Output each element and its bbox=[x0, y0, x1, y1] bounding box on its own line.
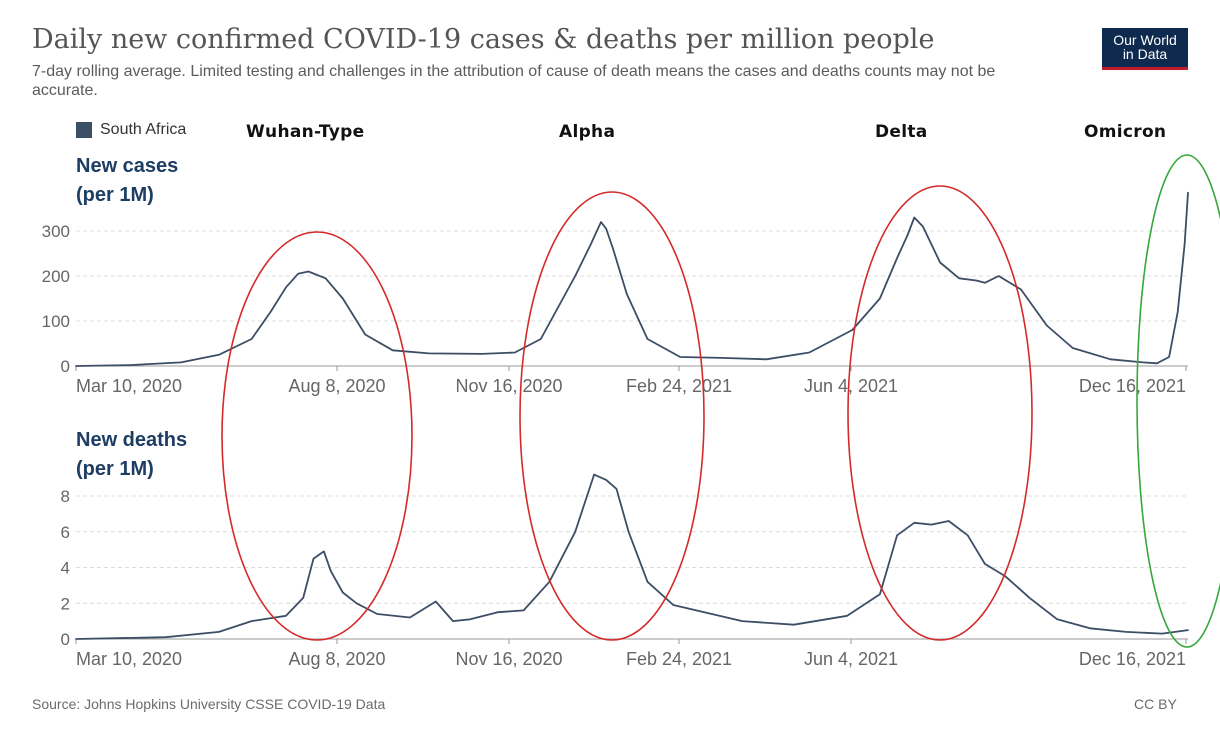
deaths-title-line-1: New deaths bbox=[76, 429, 188, 451]
deaths-y-tick-label: 8 bbox=[61, 487, 70, 506]
variant-label-alpha: Alpha bbox=[559, 122, 616, 142]
chart-subtitle: 7-day rolling average. Limited testing a… bbox=[32, 63, 996, 99]
deaths-y-tick-label: 6 bbox=[61, 523, 70, 542]
deaths-y-tick-label: 4 bbox=[61, 559, 70, 578]
deaths-title-line-2: (per 1M) bbox=[76, 458, 154, 480]
legend-swatch bbox=[76, 122, 92, 138]
variant-label-delta: Delta bbox=[875, 122, 928, 142]
legend-label: South Africa bbox=[100, 121, 187, 138]
omicron-highlight-ellipse bbox=[1136, 154, 1220, 648]
deaths-y-tick-label: 2 bbox=[61, 594, 70, 613]
cases-title-line-1: New cases bbox=[76, 155, 179, 177]
cases-title-line-2: (per 1M) bbox=[76, 184, 154, 206]
license-link[interactable]: CC BY bbox=[1134, 696, 1177, 712]
cases-x-tick-label: Aug 8, 2020 bbox=[288, 376, 385, 396]
owid-logo[interactable]: Our World in Data bbox=[1102, 28, 1188, 70]
cases-x-tick-label: Dec 16, 2021 bbox=[1079, 376, 1186, 396]
cases-x-tick-label: Feb 24, 2021 bbox=[626, 376, 732, 396]
deaths-x-tick-label: Dec 16, 2021 bbox=[1079, 649, 1186, 669]
cases-y-tick-label: 100 bbox=[42, 312, 70, 331]
deaths-x-tick-label: Feb 24, 2021 bbox=[626, 649, 732, 669]
variant-label-wuhan: Wuhan-Type bbox=[246, 122, 365, 142]
alpha-highlight-ellipse bbox=[519, 191, 705, 641]
wuhan-highlight-ellipse bbox=[221, 231, 413, 641]
deaths-x-tick-label: Jun 4, 2021 bbox=[804, 649, 898, 669]
legend[interactable]: South Africa bbox=[76, 121, 186, 139]
logo-line-2: in Data bbox=[1122, 46, 1168, 62]
deaths-panel-title: New deaths (per 1M) bbox=[76, 426, 187, 484]
cases-panel-title: New cases (per 1M) bbox=[76, 152, 178, 210]
logo-line-1: Our World bbox=[1113, 32, 1177, 48]
delta-highlight-ellipse bbox=[847, 185, 1033, 641]
deaths-series-line bbox=[75, 473, 1189, 640]
deaths-x-tick-label: Mar 10, 2020 bbox=[76, 649, 182, 669]
deaths-y-tick-label: 0 bbox=[61, 630, 70, 649]
cases-y-tick-label: 0 bbox=[61, 357, 70, 376]
cases-x-tick-label: Nov 16, 2020 bbox=[455, 376, 562, 396]
source-note: Source: Johns Hopkins University CSSE CO… bbox=[32, 696, 386, 712]
cases-y-tick-label: 200 bbox=[42, 267, 70, 286]
cases-x-tick-label: Mar 10, 2020 bbox=[76, 376, 182, 396]
deaths-x-tick-label: Nov 16, 2020 bbox=[455, 649, 562, 669]
chart-title: Daily new confirmed COVID-19 cases & dea… bbox=[32, 24, 935, 55]
cases-x-tick-label: Jun 4, 2021 bbox=[804, 376, 898, 396]
cases-series-line bbox=[75, 191, 1189, 367]
variant-label-omicron: Omicron bbox=[1084, 122, 1167, 142]
cases-y-tick-label: 300 bbox=[42, 222, 70, 241]
deaths-x-tick-label: Aug 8, 2020 bbox=[288, 649, 385, 669]
